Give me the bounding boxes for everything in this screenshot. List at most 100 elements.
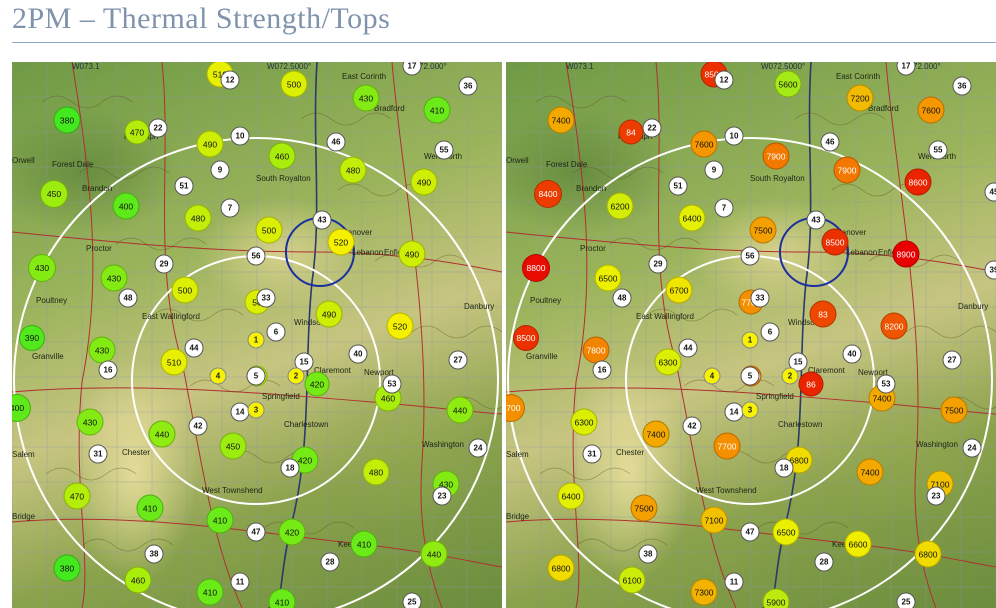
thermal-marker[interactable]: 420 [278, 518, 306, 546]
thermal-marker[interactable]: 520 [327, 228, 355, 256]
thermal-marker[interactable]: 400 [112, 192, 140, 220]
thermal-marker[interactable]: 8800 [522, 254, 550, 282]
waypoint-marker[interactable]: 51 [174, 176, 194, 196]
waypoint-marker[interactable]: 51 [668, 176, 688, 196]
thermal-marker[interactable]: 410 [136, 494, 164, 522]
thermal-marker[interactable]: 7600 [917, 96, 945, 124]
waypoint-marker[interactable]: 16 [98, 360, 118, 380]
thermal-marker[interactable]: 510 [206, 62, 234, 88]
thermal-marker[interactable]: 6400 [557, 482, 585, 510]
thermal-marker[interactable]: 460 [268, 142, 296, 170]
turnpoint-marker[interactable]: 4 [703, 367, 721, 385]
turnpoint-marker[interactable]: 1 [741, 331, 759, 349]
waypoint-marker[interactable]: 48 [612, 288, 632, 308]
waypoint-marker[interactable]: 6 [760, 322, 780, 342]
thermal-marker[interactable]: 500 [255, 216, 283, 244]
waypoint-marker[interactable]: 48 [118, 288, 138, 308]
thermal-marker[interactable]: 430 [76, 408, 104, 436]
thermal-marker[interactable]: 6600 [844, 530, 872, 558]
waypoint-marker[interactable]: 43 [312, 210, 332, 230]
waypoint-marker[interactable]: 6 [266, 322, 286, 342]
waypoint-marker[interactable]: 24 [962, 438, 982, 458]
waypoint-marker[interactable]: 12 [714, 70, 734, 90]
waypoint-marker[interactable]: 31 [88, 444, 108, 464]
waypoint-marker[interactable]: 17 [402, 62, 422, 76]
thermal-marker[interactable]: 7400 [547, 106, 575, 134]
waypoint-marker[interactable]: 33 [256, 288, 276, 308]
thermal-marker[interactable]: 6200 [606, 192, 634, 220]
thermal-marker[interactable]: 410 [268, 588, 296, 608]
thermal-marker[interactable]: 450 [40, 180, 68, 208]
thermal-marker[interactable]: 490 [315, 300, 343, 328]
thermal-marker[interactable]: 7100 [700, 506, 728, 534]
waypoint-marker[interactable]: 47 [740, 522, 760, 542]
thermal-marker[interactable]: 430 [352, 84, 380, 112]
waypoint-marker[interactable]: 46 [326, 132, 346, 152]
waypoint-marker[interactable]: 12 [220, 70, 240, 90]
waypoint-marker[interactable]: 9 [210, 160, 230, 180]
thermal-marker[interactable]: 520 [386, 312, 414, 340]
waypoint-marker[interactable]: 18 [774, 458, 794, 478]
thermal-marker[interactable]: 6500 [594, 264, 622, 292]
thermal-marker[interactable]: 86 [798, 371, 824, 397]
thermal-marker[interactable]: 410 [196, 578, 224, 606]
thermal-marker[interactable]: 84 [618, 119, 644, 145]
thermal-marker[interactable]: 480 [362, 458, 390, 486]
turnpoint-marker[interactable]: 4 [209, 367, 227, 385]
waypoint-marker[interactable]: 27 [942, 350, 962, 370]
waypoint-marker[interactable]: 14 [230, 402, 250, 422]
thermal-marker[interactable]: 6400 [678, 204, 706, 232]
thermal-marker[interactable]: 390 [19, 325, 45, 351]
waypoint-marker[interactable]: 22 [642, 118, 662, 138]
thermal-marker[interactable]: 460 [124, 566, 152, 594]
thermal-marker[interactable]: 380 [53, 554, 81, 582]
thermal-marker[interactable]: 440 [148, 420, 176, 448]
waypoint-marker[interactable]: 28 [814, 552, 834, 572]
turnpoint-marker[interactable]: 2 [287, 367, 305, 385]
thermal-marker[interactable]: 6800 [914, 540, 942, 568]
thermal-marker[interactable]: 7300 [690, 578, 718, 606]
thermal-marker[interactable]: 430 [88, 336, 116, 364]
waypoint-marker[interactable]: 5 [740, 366, 760, 386]
thermal-marker[interactable]: 83 [809, 300, 837, 328]
waypoint-marker[interactable]: 56 [246, 246, 266, 266]
thermal-marker[interactable]: 450 [219, 432, 247, 460]
thermal-marker[interactable]: 7800 [582, 336, 610, 364]
turnpoint-marker[interactable]: 3 [247, 401, 265, 419]
waypoint-marker[interactable]: 33 [750, 288, 770, 308]
thermal-marker[interactable]: 480 [184, 204, 212, 232]
thermal-marker[interactable]: 410 [206, 506, 234, 534]
waypoint-marker[interactable]: 36 [458, 76, 478, 96]
thermal-marker[interactable]: 470 [124, 119, 150, 145]
thermal-marker[interactable]: 7400 [856, 458, 884, 486]
waypoint-marker[interactable]: 42 [682, 416, 702, 436]
thermal-marker[interactable]: 500 [171, 276, 199, 304]
thermal-marker[interactable]: 5900 [762, 588, 790, 608]
thermal-marker[interactable]: 8600 [904, 168, 932, 196]
thermal-tops-map[interactable]: W073.1 W072.5000° W072.000° Forest Dale Orwe… [506, 62, 996, 608]
waypoint-marker[interactable]: 38 [638, 544, 658, 564]
thermal-marker[interactable]: 7500 [940, 396, 968, 424]
waypoint-marker[interactable]: 18 [280, 458, 300, 478]
waypoint-marker[interactable]: 36 [952, 76, 972, 96]
thermal-marker[interactable]: 480 [339, 156, 367, 184]
waypoint-marker[interactable]: 55 [434, 140, 454, 160]
thermal-marker[interactable]: 410 [350, 530, 378, 558]
waypoint-marker[interactable]: 16 [592, 360, 612, 380]
thermal-marker[interactable]: 7400 [642, 420, 670, 448]
thermal-marker[interactable]: 8500 [513, 325, 539, 351]
waypoint-marker[interactable]: 10 [724, 126, 744, 146]
waypoint-marker[interactable]: 29 [154, 254, 174, 274]
thermal-marker[interactable]: 410 [423, 96, 451, 124]
waypoint-marker[interactable]: 25 [896, 592, 916, 608]
waypoint-marker[interactable]: 42 [188, 416, 208, 436]
waypoint-marker[interactable]: 56 [740, 246, 760, 266]
thermal-marker[interactable]: 7900 [833, 156, 861, 184]
waypoint-marker[interactable]: 53 [876, 374, 896, 394]
waypoint-marker[interactable]: 45 [984, 182, 996, 202]
thermal-marker[interactable]: 6800 [547, 554, 575, 582]
waypoint-marker[interactable]: 14 [724, 402, 744, 422]
waypoint-marker[interactable]: 39 [984, 260, 996, 280]
thermal-marker[interactable]: 6700 [665, 276, 693, 304]
thermal-marker[interactable]: 430 [100, 264, 128, 292]
